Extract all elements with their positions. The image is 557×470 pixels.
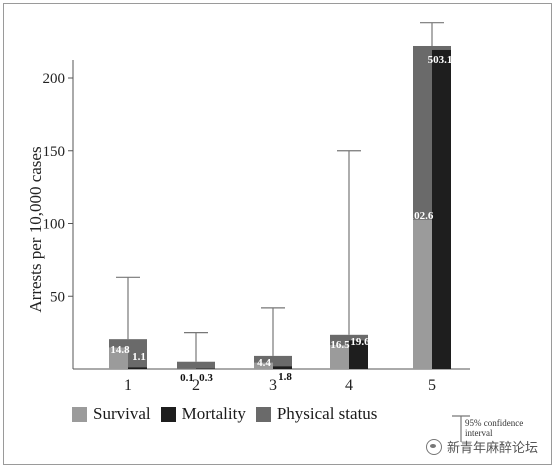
value-label-survival-4: 16.5: [330, 339, 350, 351]
legend-swatch-mortality: [160, 406, 176, 422]
bar-mortality-1: [128, 367, 147, 369]
value-label-survival-3: 4.4: [257, 357, 271, 369]
y-tick-label-100: 100: [43, 217, 66, 233]
value-label-mortality-4: 19.6: [350, 336, 370, 348]
value-label-mortality-2: 0.3: [199, 372, 213, 384]
x-tick-label-4: 4: [345, 377, 353, 394]
legend-item-survival: Survival: [72, 404, 151, 424]
bar-mortality-3: [273, 366, 292, 369]
x-tick-label-5: 5: [428, 377, 436, 394]
x-tick-label-1: 1: [124, 377, 132, 394]
bar-physical-status-2: [177, 361, 215, 369]
y-tick-label-150: 150: [43, 144, 66, 160]
legend-item-physical-status: Physical status: [255, 404, 378, 424]
bar-survival-3: [254, 362, 273, 369]
legend-swatch-physical-status: [255, 406, 271, 422]
value-label-mortality-1: 1.1: [132, 351, 146, 363]
bar-survival-4: [330, 344, 349, 369]
value-label-survival-2: 0.1: [180, 372, 194, 384]
watermark-text: 新青年麻醉论坛: [447, 441, 539, 456]
value-label-mortality-3: 1.8: [278, 371, 292, 383]
legend-label-survival: Survival: [93, 404, 151, 423]
bar-mortality-4: [349, 340, 368, 369]
watermark: 新青年麻醉论坛: [426, 437, 538, 456]
legend: Survival Mortality Physical status: [72, 404, 387, 424]
value-label-survival-5: 102.6: [409, 210, 434, 222]
x-tick-label-2: 2: [192, 377, 200, 394]
x-tick-label-3: 3: [269, 377, 277, 394]
value-label-survival-1: 14.8: [110, 344, 130, 356]
legend-label-physical-status: Physical status: [276, 404, 378, 423]
ci-legend-label: 95% confidence interval: [465, 418, 524, 438]
bar-survival-1: [109, 347, 128, 369]
legend-swatch-survival: [72, 406, 87, 422]
legend-label-mortality: Mortality: [181, 404, 246, 423]
ci-legend-icon: [452, 415, 470, 442]
y-axis-label: Arrests per 10,000 cases: [26, 146, 45, 312]
bar-mortality-5: [432, 49, 451, 370]
y-tick-label-50: 50: [50, 289, 65, 305]
chart-frame: [3, 3, 552, 465]
wechat-icon: [426, 438, 442, 455]
legend-item-mortality: Mortality: [160, 404, 246, 424]
value-label-mortality-5: 503.1: [428, 54, 453, 66]
y-tick-label-200: 200: [43, 71, 66, 87]
bar-survival-5: [413, 219, 432, 369]
